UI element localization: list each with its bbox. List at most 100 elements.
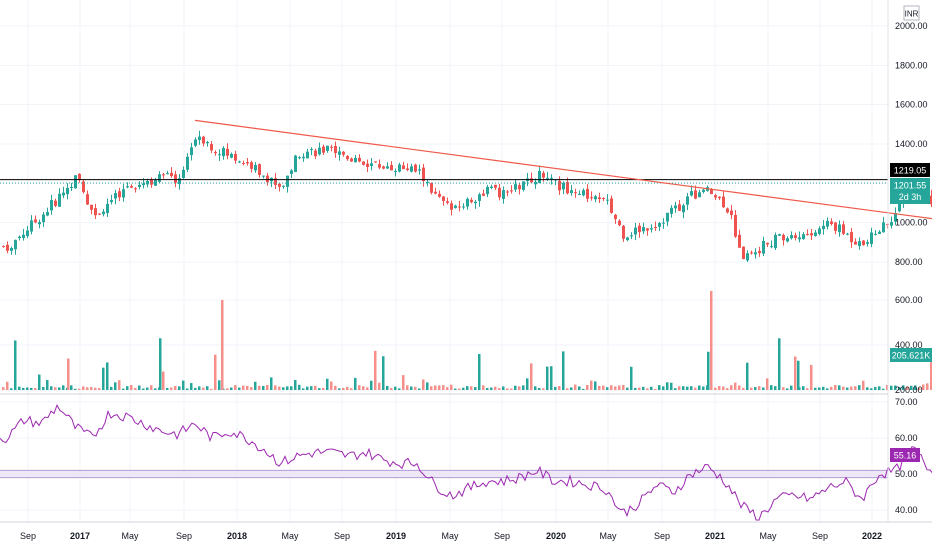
volume-bar [46,380,49,390]
candle-body [434,191,437,194]
candle-body [518,185,521,190]
volume-bar [690,386,693,390]
candle-body [170,172,173,177]
volume-bar [642,386,645,390]
volume-bar [6,381,9,390]
candle-body [866,242,869,244]
candle-body [818,228,821,234]
volume-bar [274,385,277,390]
time-tick-label: Sep [334,531,350,541]
candle-body [446,201,449,203]
candle-body [430,183,433,193]
volume-bar [878,386,881,390]
volume-bar [230,387,233,390]
candle-body [94,208,97,216]
candle-body [638,225,641,233]
volume-bar [918,387,921,390]
rsi-tick-label: 60.00 [895,433,918,443]
candle-body [230,153,233,158]
time-tick-label: 2021 [705,531,725,541]
candle-body [682,205,685,213]
bar-countdown-label: 2d 3h [899,192,922,202]
volume-bar [534,386,537,390]
rsi-line-layer [0,404,932,521]
volume-bar [378,382,381,390]
candle-body [126,186,129,188]
candle-body [258,164,261,175]
volume-bar [358,385,361,390]
candle-body [274,178,277,185]
volume-bar [354,377,357,390]
price-tags: 1219.05 1201.55 2d 3h 205.621K 55.16 [890,163,932,462]
rsi-tag [890,448,920,462]
candle-body [322,146,325,153]
currency-badge[interactable] [903,5,920,21]
candle-body [802,234,805,240]
candle-body [878,231,881,234]
volume-bar [550,366,553,390]
volume-bar [134,387,137,390]
volume-spike-bar [778,338,781,390]
candle-body [674,205,677,209]
volume-bar [302,388,305,390]
candle-body [34,219,37,223]
candle-body [670,207,673,214]
volume-bar [326,378,329,390]
candle-body [182,169,185,178]
volume-bar [346,386,349,390]
volume-bar [734,382,737,390]
volume-bar [730,385,733,390]
rsi-tick-label: 70.00 [895,397,918,407]
volume-bar [150,385,153,390]
volume-bar [298,384,301,390]
candle-body [710,189,713,195]
candle-body [310,149,313,151]
candle-body [266,175,269,183]
candle-body [610,198,613,213]
candle-body [374,161,377,163]
volume-bar [450,384,453,390]
candle-body [718,196,721,199]
volume-bar [86,387,89,390]
candle-body [794,235,797,238]
volume-bar [442,385,445,390]
candle-body [754,252,757,255]
candle-body [642,227,645,232]
candle-body [318,147,321,155]
candle-body [314,150,317,157]
candle-body [750,252,753,254]
price-tick-label: 800.00 [895,257,923,267]
candle-body [790,235,793,239]
volume-bar [422,379,425,390]
volume-bar [666,382,669,390]
volume-tick-label: 200.00 [895,385,923,395]
candle-body [586,188,589,199]
candle-body [562,182,565,190]
volume-bar [482,385,485,390]
candle-body [194,139,197,146]
volume-bar [602,385,605,390]
candle-body [466,198,469,207]
hline-price-tag [890,163,930,177]
candle-body [598,197,601,200]
candle-body [10,247,13,251]
volume-bar [858,385,861,390]
candle-body [550,177,553,179]
candle-body [566,181,569,194]
volume-bar [374,350,377,390]
candle-body [558,180,561,191]
time-tick-label: Sep [654,531,670,541]
candlesticks [2,130,932,263]
volume-bar [822,386,825,390]
volume-bar [238,387,241,390]
volume-spike-bar [797,360,800,390]
volume-bar [414,386,417,390]
price-tick-label: 1600.00 [895,100,928,110]
time-tick-label: May [441,531,459,541]
rsi-band [0,470,888,478]
candle-body [14,239,17,250]
candle-body [478,194,481,201]
candle-body [622,225,625,239]
